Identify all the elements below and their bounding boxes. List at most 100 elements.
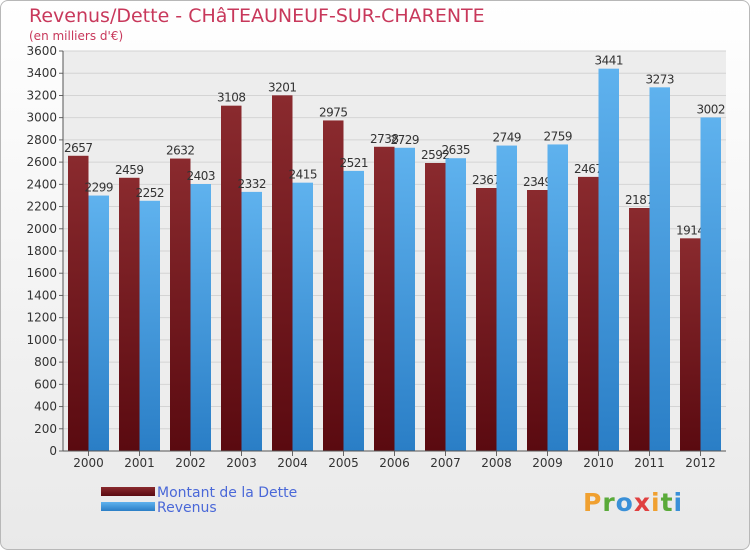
bar-dette: [68, 155, 89, 451]
data-label-dette: 2592: [421, 148, 450, 162]
y-tick-label: 800: [34, 355, 57, 369]
y-tick-label: 2600: [26, 155, 57, 169]
bar-dette: [221, 105, 242, 452]
data-label-dette: 2187: [625, 193, 654, 207]
x-tick-label: 2005: [328, 456, 359, 470]
y-tick-label: 2200: [26, 200, 57, 214]
bar-revenus: [88, 195, 109, 451]
y-tick-label: 3000: [26, 111, 57, 125]
x-tick-label: 2007: [430, 456, 461, 470]
data-label-revenus: 2729: [390, 133, 419, 147]
x-tick-label: 2000: [73, 456, 104, 470]
data-label-revenus: 2521: [339, 156, 368, 170]
x-tick-label: 2002: [175, 456, 206, 470]
bar-dette: [272, 95, 293, 451]
bar-dette: [119, 177, 140, 451]
bar-dette: [527, 190, 548, 451]
data-label-dette: 2657: [64, 141, 93, 155]
y-tick-label: 3600: [26, 44, 57, 58]
bar-dette: [629, 208, 650, 451]
x-tick-label: 2012: [685, 456, 716, 470]
data-label-revenus: 2332: [237, 177, 266, 191]
logo-letter: o: [615, 488, 634, 517]
logo-letter: t: [660, 488, 674, 517]
chart-subtitle: (en milliers d'€): [29, 29, 124, 43]
bar-revenus: [496, 145, 517, 452]
y-tick-label: 1200: [26, 311, 57, 325]
data-label-dette: 1914: [676, 223, 705, 237]
x-tick-label: 2004: [277, 456, 308, 470]
bar-revenus: [190, 184, 211, 451]
data-label-dette: 2975: [319, 105, 348, 119]
logo-letter: i: [651, 488, 661, 517]
data-label-dette: 2459: [115, 163, 144, 177]
bar-dette: [578, 176, 599, 451]
y-tick-label: 1800: [26, 244, 57, 258]
bar-revenus: [394, 147, 415, 451]
y-tick-label: 2000: [26, 222, 57, 236]
x-tick-label: 2006: [379, 456, 410, 470]
bar-dette: [374, 146, 395, 451]
bar-dette: [476, 188, 497, 451]
legend-label-revenus: Revenus: [157, 500, 217, 516]
data-label-dette: 2349: [523, 175, 552, 189]
x-tick-label: 2011: [634, 456, 665, 470]
y-tick-label: 1400: [26, 288, 57, 302]
bar-dette: [170, 158, 191, 452]
data-label-revenus: 2635: [441, 143, 470, 157]
bar-revenus: [139, 200, 160, 451]
bar-revenus: [547, 144, 568, 451]
logo-letter: r: [602, 488, 616, 517]
chart-title: Revenus/Dette - CHâTEAUNEUF-SUR-CHARENTE: [29, 5, 485, 27]
bar-dette: [425, 163, 446, 451]
y-tick-label: 600: [34, 377, 57, 391]
y-tick-label: 3200: [26, 88, 57, 102]
data-label-dette: 2632: [166, 144, 195, 158]
data-label-revenus: 3441: [594, 54, 623, 68]
data-label-dette: 3108: [217, 91, 246, 105]
data-label-revenus: 2759: [543, 129, 572, 143]
bar-revenus: [445, 158, 466, 451]
logo-letter: x: [633, 488, 651, 517]
data-label-dette: 2367: [472, 173, 501, 187]
y-tick-label: 0: [49, 444, 57, 458]
bar-revenus: [343, 170, 364, 451]
data-label-dette: 3201: [268, 80, 297, 94]
bar-dette: [680, 238, 701, 451]
x-tick-label: 2003: [226, 456, 257, 470]
data-label-dette: 2738: [370, 132, 399, 146]
x-tick-label: 2009: [532, 456, 563, 470]
y-tick-label: 200: [34, 422, 57, 436]
data-label-revenus: 3273: [645, 72, 674, 86]
bar-revenus: [292, 182, 313, 451]
y-tick-label: 2400: [26, 177, 57, 191]
data-label-revenus: 2299: [84, 181, 113, 195]
proxiti-logo: Proxiti: [583, 488, 683, 517]
data-label-revenus: 2749: [492, 131, 521, 145]
data-label-revenus: 2415: [288, 168, 317, 182]
y-tick-label: 1600: [26, 266, 57, 280]
y-tick-label: 400: [34, 400, 57, 414]
legend-swatch-dette: [101, 487, 155, 496]
y-tick-label: 2800: [26, 133, 57, 147]
data-label-dette: 2467: [574, 162, 603, 176]
logo-letter: P: [583, 488, 603, 517]
x-tick-label: 2001: [124, 456, 155, 470]
data-label-revenus: 2403: [186, 169, 215, 183]
x-tick-label: 2010: [583, 456, 614, 470]
bar-revenus: [649, 87, 670, 451]
x-tick-label: 2008: [481, 456, 512, 470]
bar-revenus: [598, 68, 619, 452]
y-tick-label: 3400: [26, 66, 57, 80]
data-label-revenus: 3002: [696, 102, 725, 116]
legend-swatch-revenus: [101, 502, 155, 511]
legend-label-dette: Montant de la Dette: [157, 485, 298, 501]
y-tick-label: 1000: [26, 333, 57, 347]
logo-letter: i: [673, 488, 684, 517]
bar-revenus: [700, 117, 721, 451]
bar-dette: [323, 120, 344, 451]
data-label-revenus: 2252: [135, 186, 164, 200]
bar-revenus: [241, 191, 262, 451]
